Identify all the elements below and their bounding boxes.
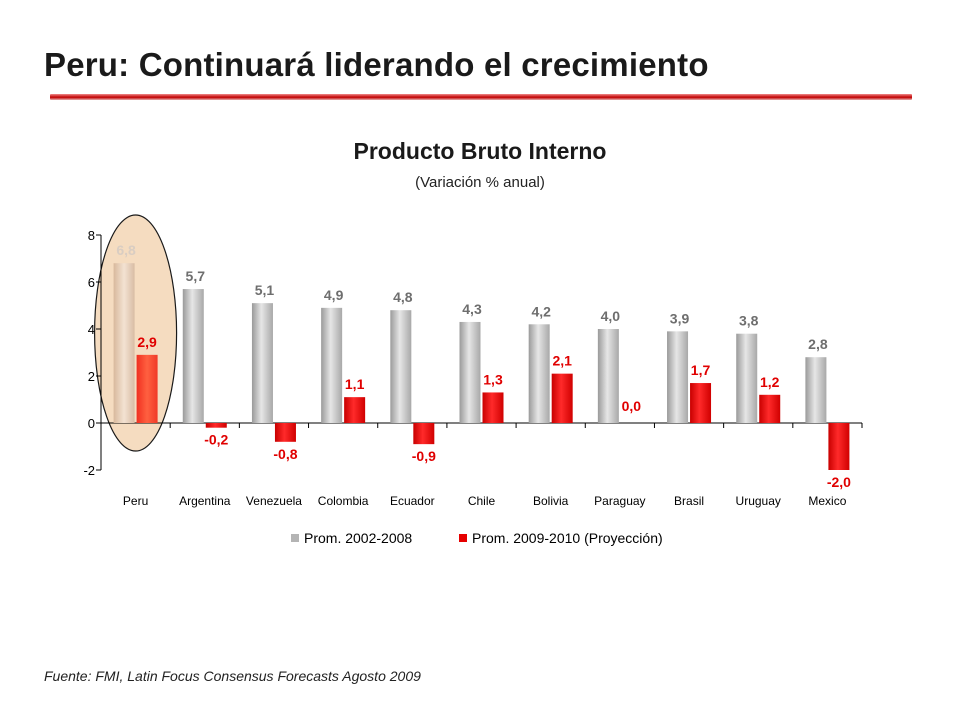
chart-title: Producto Bruto Interno: [353, 138, 607, 164]
data-label-prom-2009-2010-argentina: -0,2: [204, 432, 228, 448]
legend-swatch-prom-2009-2010: [459, 534, 467, 542]
data-label-prom-2009-2010-paraguay: 0,0: [622, 398, 642, 414]
source-footnote: Fuente: FMI, Latin Focus Consensus Forec…: [44, 668, 421, 684]
data-label-prom-2002-2008-ecuador: 4,8: [393, 289, 413, 305]
y-tick-label: 8: [88, 228, 95, 243]
data-label-prom-2002-2008-mexico: 2,8: [808, 336, 828, 352]
bar-prom-2009-2010-bolivia: [551, 373, 573, 423]
legend-swatch-prom-2002-2008: [291, 534, 299, 542]
bar-prom-2002-2008-chile: [459, 321, 481, 423]
data-label-prom-2009-2010-peru: 2,9: [137, 334, 157, 350]
bar-prom-2002-2008-colombia: [321, 307, 343, 423]
category-label-ecuador: Ecuador: [390, 494, 435, 508]
data-label-prom-2009-2010-uruguay: 1,2: [760, 374, 780, 390]
bar-prom-2009-2010-ecuador: [413, 423, 435, 445]
data-label-prom-2002-2008-colombia: 4,9: [324, 287, 344, 303]
bar-prom-2009-2010-chile: [482, 392, 504, 423]
bar-prom-2002-2008-uruguay: [736, 333, 758, 423]
data-label-prom-2009-2010-colombia: 1,1: [345, 376, 365, 392]
bar-prom-2002-2008-peru: [113, 263, 135, 423]
data-label-prom-2002-2008-argentina: 5,7: [186, 268, 206, 284]
y-tick-label: 2: [88, 369, 95, 384]
category-label-brasil: Brasil: [674, 494, 704, 508]
bar-prom-2002-2008-ecuador: [390, 310, 412, 423]
y-tick-label: 0: [88, 416, 95, 431]
category-label-argentina: Argentina: [179, 494, 231, 508]
category-label-colombia: Colombia: [318, 494, 369, 508]
bar-prom-2002-2008-bolivia: [528, 324, 550, 423]
data-label-prom-2002-2008-venezuela: 5,1: [255, 282, 275, 298]
bar-prom-2009-2010-peru: [136, 354, 158, 423]
bar-prom-2002-2008-mexico: [805, 357, 827, 423]
bar-prom-2009-2010-uruguay: [759, 394, 781, 423]
data-label-prom-2002-2008-brasil: 3,9: [670, 310, 690, 326]
data-label-prom-2009-2010-brasil: 1,7: [691, 362, 711, 378]
legend-label-prom-2002-2008: Prom. 2002-2008: [304, 530, 412, 546]
data-label-prom-2002-2008-bolivia: 4,2: [531, 303, 551, 319]
bar-prom-2002-2008-brasil: [667, 331, 689, 423]
y-tick-label: 4: [88, 322, 95, 337]
data-label-prom-2009-2010-mexico: -2,0: [827, 474, 851, 490]
data-label-prom-2002-2008-chile: 4,3: [462, 301, 482, 317]
data-label-prom-2002-2008-uruguay: 3,8: [739, 313, 759, 329]
category-label-chile: Chile: [468, 494, 496, 508]
data-label-prom-2002-2008-paraguay: 4,0: [601, 308, 621, 324]
bar-prom-2009-2010-mexico: [828, 423, 850, 470]
y-tick-label: 6: [88, 275, 95, 290]
data-label-prom-2009-2010-venezuela: -0,8: [273, 446, 297, 462]
category-label-mexico: Mexico: [808, 494, 846, 508]
chart-subtitle: (Variación % anual): [415, 174, 545, 191]
title-underline: [50, 94, 912, 100]
category-label-bolivia: Bolivia: [533, 494, 569, 508]
bar-prom-2002-2008-venezuela: [251, 303, 273, 423]
data-label-prom-2009-2010-bolivia: 2,1: [552, 353, 572, 369]
bar-prom-2009-2010-argentina: [205, 423, 227, 428]
bar-prom-2002-2008-paraguay: [597, 329, 619, 423]
data-label-prom-2009-2010-chile: 1,3: [483, 371, 503, 387]
category-label-peru: Peru: [123, 494, 148, 508]
y-tick-label: -2: [83, 463, 95, 478]
slide-title: Peru: Continuará liderando el crecimient…: [44, 46, 709, 83]
bar-prom-2009-2010-venezuela: [274, 423, 296, 442]
category-label-paraguay: Paraguay: [594, 494, 645, 508]
legend-label-prom-2009-2010: Prom. 2009-2010 (Proyección): [472, 530, 663, 546]
category-label-uruguay: Uruguay: [736, 494, 781, 508]
bar-prom-2009-2010-colombia: [344, 397, 366, 423]
category-label-venezuela: Venezuela: [246, 494, 302, 508]
data-label-prom-2009-2010-ecuador: -0,9: [412, 448, 436, 464]
bar-prom-2009-2010-brasil: [690, 383, 712, 423]
bar-prom-2002-2008-argentina: [182, 289, 204, 423]
data-label-prom-2002-2008-peru: 6,8: [116, 242, 136, 258]
